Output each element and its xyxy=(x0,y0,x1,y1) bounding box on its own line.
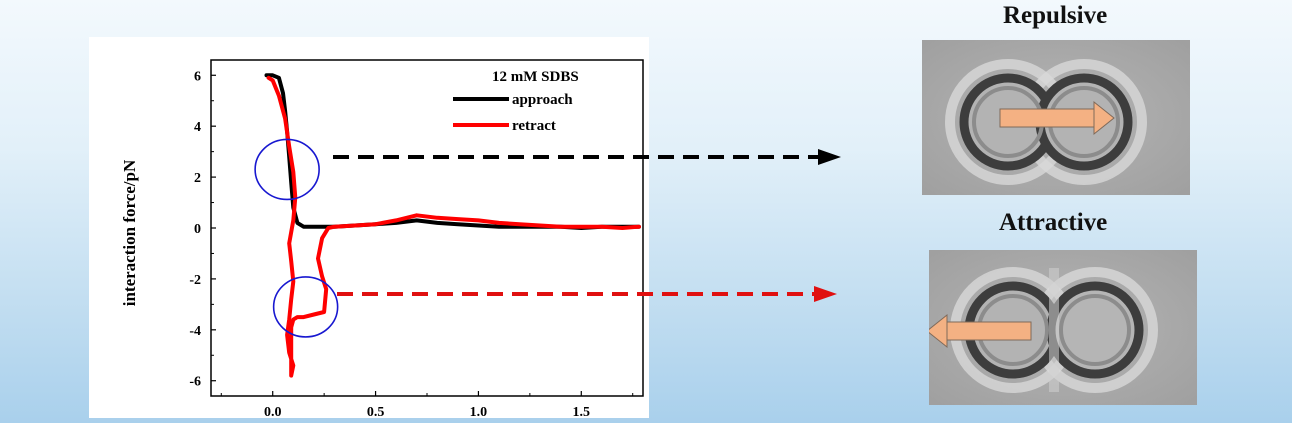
y-axis-label: interaction force/pN xyxy=(120,159,139,306)
legend-label-approach: approach xyxy=(512,92,573,108)
x-tick-label: 0.5 xyxy=(367,405,385,418)
annotation-circle-2 xyxy=(272,276,339,338)
y-tick-label: 6 xyxy=(194,69,201,84)
attractive-title: Attractive xyxy=(999,209,1108,236)
chart-title: 12 mM SDBS xyxy=(492,69,579,85)
x-tick-label: 1.5 xyxy=(573,405,591,418)
x-tick-label: 0.0 xyxy=(264,405,282,418)
repulsive-micrograph xyxy=(922,40,1190,195)
y-tick-label: 2 xyxy=(194,171,201,186)
y-tick-label: -6 xyxy=(189,375,201,390)
y-tick-label: 4 xyxy=(194,120,201,135)
y-tick-label: -4 xyxy=(189,324,201,339)
y-tick-label: -2 xyxy=(189,273,201,288)
series-line-retract xyxy=(266,75,641,378)
force-arrow-left xyxy=(929,313,1032,349)
annotation-circle-1 xyxy=(254,138,320,201)
repulsive-title: Repulsive xyxy=(1003,2,1108,29)
x-tick-label: 1.0 xyxy=(470,405,488,418)
y-tick-label: 0 xyxy=(194,222,201,237)
attractive-micrograph xyxy=(929,250,1197,405)
legend-label-retract: retract xyxy=(512,118,556,134)
repulsive-arrowhead xyxy=(818,149,841,165)
attractive-arrowhead xyxy=(814,286,837,302)
force-arrow-right xyxy=(999,100,1115,136)
